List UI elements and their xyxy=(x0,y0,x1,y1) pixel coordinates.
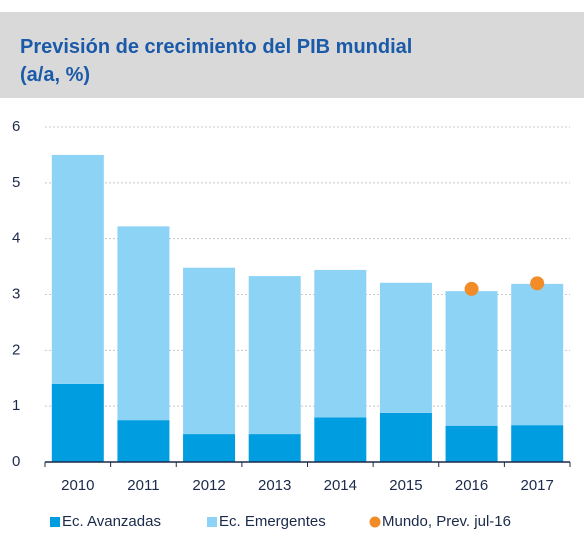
y-tick-label: 6 xyxy=(12,118,20,135)
bar xyxy=(314,269,367,418)
x-tick-label: 2010 xyxy=(61,477,94,494)
title-band xyxy=(0,12,584,98)
bar xyxy=(445,425,498,462)
bar xyxy=(379,412,432,462)
legend-label: Ec. Emergentes xyxy=(219,513,326,530)
bar xyxy=(248,276,301,435)
bar xyxy=(248,434,301,462)
bar xyxy=(314,417,367,462)
x-tick-label: 2017 xyxy=(521,477,554,494)
x-tick-label: 2014 xyxy=(324,477,357,494)
bar xyxy=(511,283,564,426)
y-tick-label: 1 xyxy=(12,397,20,414)
y-tick-label: 3 xyxy=(12,285,20,302)
legend-label: Mundo, Prev. jul-16 xyxy=(382,513,511,530)
bar xyxy=(445,291,498,426)
x-tick-label: 2013 xyxy=(258,477,291,494)
chart-title: (a/a, %) xyxy=(20,64,90,86)
dot xyxy=(530,276,545,291)
bar xyxy=(183,434,236,462)
y-tick-label: 5 xyxy=(12,174,20,191)
legend-swatch xyxy=(50,517,60,527)
x-tick-label: 2015 xyxy=(389,477,422,494)
x-tick-label: 2016 xyxy=(455,477,488,494)
y-tick-label: 4 xyxy=(12,230,20,247)
chart-title: Previsión de crecimiento del PIB mundial xyxy=(20,36,412,58)
bar xyxy=(51,383,104,462)
legend-label: Ec. Avanzadas xyxy=(62,513,161,530)
bar xyxy=(379,282,432,413)
bar xyxy=(117,420,170,462)
bar xyxy=(511,425,564,462)
bar xyxy=(51,154,104,384)
bar xyxy=(117,226,170,421)
bar xyxy=(183,267,236,435)
legend-swatch xyxy=(369,516,381,528)
x-tick-label: 2011 xyxy=(127,477,159,494)
x-tick-label: 2012 xyxy=(192,477,225,494)
legend-swatch xyxy=(207,517,217,527)
y-tick-label: 0 xyxy=(12,453,20,470)
dot xyxy=(464,281,479,296)
y-tick-label: 2 xyxy=(12,341,20,358)
